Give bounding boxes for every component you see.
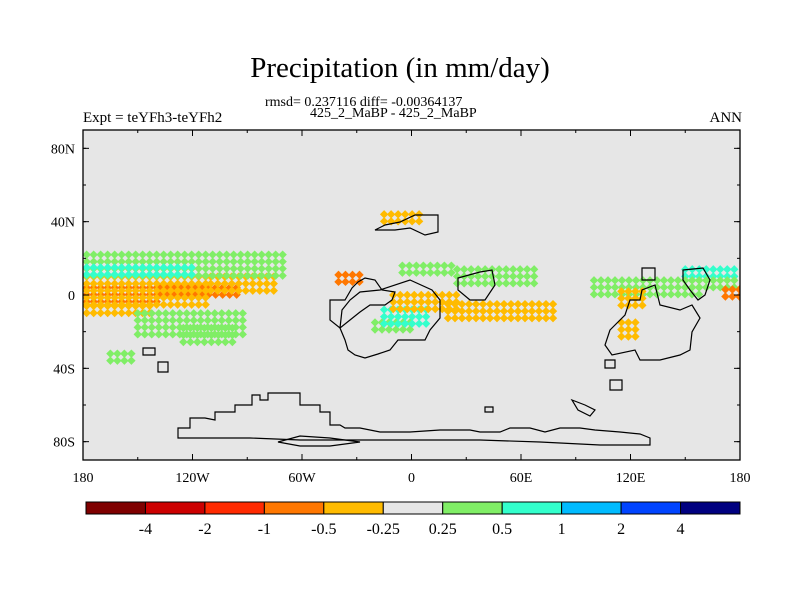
coastline-south-america-west bbox=[329, 277, 396, 329]
y-tick-label: 80S bbox=[53, 436, 75, 451]
colorbar-swatch bbox=[323, 501, 384, 515]
y-tick-label: 80N bbox=[51, 142, 75, 157]
colorbar-label: 1 bbox=[558, 521, 566, 538]
coastlines bbox=[142, 214, 711, 447]
season-label: ANN bbox=[709, 110, 743, 126]
precip-region-australia-coast-dry bbox=[617, 318, 640, 341]
chart-subtitle: 425_2_MaBP - 425_2_MaBP bbox=[310, 106, 477, 121]
colorbar-swatch bbox=[263, 501, 325, 515]
colorbar-swatch bbox=[501, 501, 563, 515]
colorbar-label: 4 bbox=[677, 521, 685, 538]
coastline-europe bbox=[374, 214, 439, 236]
precip-region-itcz-moist-north bbox=[83, 263, 196, 279]
x-tick-label: 120W bbox=[175, 471, 210, 486]
colorbar-swatch bbox=[442, 501, 503, 515]
precip-region-south-atlantic-wet bbox=[106, 349, 136, 365]
coastline-arabia bbox=[457, 269, 496, 301]
coastline-australia bbox=[604, 284, 701, 361]
precip-region-south-pacific-wet-tail bbox=[179, 323, 237, 347]
x-tick-label: 180 bbox=[730, 471, 751, 486]
chart-title: Precipitation (in mm/day) bbox=[250, 52, 550, 84]
colorbar-label: -0.5 bbox=[311, 521, 336, 538]
coastline-antarctic-peninsula bbox=[277, 435, 361, 447]
colorbar: -4 -2 -1 -0.5 -0.25 0.25 0.5 1 2 4 bbox=[85, 501, 741, 538]
colorbar-swatch bbox=[204, 501, 265, 515]
precip-region-arabia-wet bbox=[452, 265, 539, 288]
precip-region-africa-moist bbox=[379, 305, 431, 328]
x-tick-label: 60E bbox=[510, 471, 533, 486]
precip-region-dateline-dry bbox=[721, 285, 740, 301]
y-tick-label: 40S bbox=[53, 362, 75, 377]
colorbar-swatch bbox=[144, 501, 206, 515]
coastline-new-zealand bbox=[570, 398, 596, 417]
colorbar-swatch bbox=[382, 501, 444, 515]
precip-field bbox=[83, 210, 740, 365]
colorbar-label: 0.25 bbox=[429, 521, 457, 538]
y-tick-label: 40N bbox=[51, 216, 75, 231]
coastline-indian-ocean-island bbox=[604, 359, 616, 369]
colorbar-label: -2 bbox=[198, 521, 211, 538]
colorbar-swatch bbox=[620, 501, 682, 515]
precip-region-africa-wet-north bbox=[398, 261, 456, 277]
y-axis: 80N 40N 0 40S 80S bbox=[51, 142, 740, 451]
colorbar-swatch bbox=[561, 501, 622, 515]
experiment-label: Expt = teYFh3-teYFh2 bbox=[83, 110, 223, 126]
x-tick-label: 120E bbox=[616, 471, 646, 486]
colorbar-label: -4 bbox=[139, 521, 152, 538]
x-tick-label: 60W bbox=[288, 471, 316, 486]
colorbar-label: -1 bbox=[258, 521, 271, 538]
precip-region-africa-dry-center bbox=[389, 290, 461, 314]
colorbar-label: 2 bbox=[617, 521, 625, 538]
coastline-small-island-south bbox=[484, 406, 494, 413]
coastline-africa bbox=[339, 279, 441, 359]
x-tick-label: 0 bbox=[408, 471, 415, 486]
coastline-new-guinea bbox=[682, 267, 711, 301]
colorbar-swatch bbox=[85, 501, 146, 515]
x-tick-label: 180 bbox=[73, 471, 94, 486]
coastline-small-island-sw bbox=[157, 361, 169, 373]
colorbar-label: 0.5 bbox=[492, 521, 512, 538]
coastline-antarctica bbox=[177, 392, 651, 446]
coastline-tasmania bbox=[609, 379, 623, 391]
coastline-borneo bbox=[641, 267, 656, 281]
y-tick-label: 0 bbox=[68, 289, 75, 304]
chart-stats: rmsd= 0.237116 diff= -0.00364137 bbox=[265, 95, 463, 110]
precip-region-indian-ocean-dry bbox=[443, 299, 558, 323]
colorbar-swatch bbox=[680, 501, 741, 515]
coastline-madagascar-block bbox=[142, 347, 156, 356]
x-axis: 180 120W 60W 0 60E 120E 180 bbox=[73, 130, 751, 486]
colorbar-label: -0.25 bbox=[367, 521, 400, 538]
